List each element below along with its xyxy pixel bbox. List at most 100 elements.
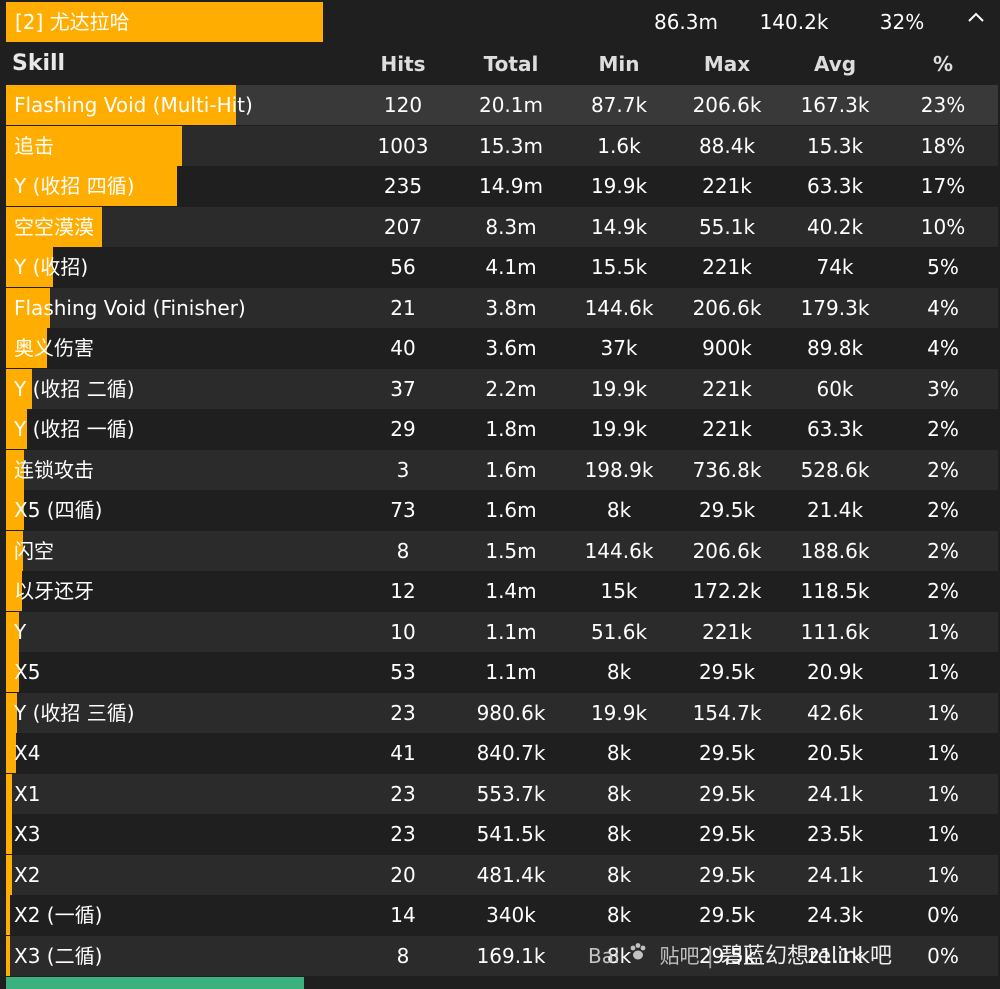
- next-player-row[interactable]: [6, 977, 998, 989]
- skill-share-bar: [6, 490, 24, 530]
- cell-max: 29.5k: [698, 862, 756, 887]
- header-min[interactable]: Min: [598, 52, 640, 76]
- header-avg[interactable]: Avg: [813, 52, 857, 76]
- cell-skill-name: X2: [14, 862, 41, 887]
- cell-skill-name: Flashing Void (Multi-Hit): [14, 93, 253, 117]
- cell-percent: 2%: [927, 498, 959, 522]
- cell-skill-name: 以牙还牙: [14, 579, 94, 603]
- player-share-bar: [6, 2, 324, 42]
- table-row[interactable]: X2 (一循) 14 340k 8k 29.5k 24.3k 0%: [6, 895, 998, 935]
- cell-avg: 167.3k: [800, 93, 870, 117]
- skill-share-bar: [6, 409, 27, 449]
- table-row[interactable]: 连锁攻击 3 1.6m 198.9k 736.8k 528.6k 2%: [6, 449, 998, 490]
- chevron-up-icon[interactable]: [964, 6, 988, 30]
- table-row[interactable]: X3 (二循) 8 169.1k 8k 29.5k 21.1k 0%: [6, 935, 998, 976]
- header-max[interactable]: Max: [703, 52, 751, 76]
- player-percent: 32%: [879, 10, 925, 34]
- cell-total: 1.5m: [485, 538, 537, 563]
- cell-percent: 4%: [927, 295, 959, 320]
- table-row[interactable]: Y (收招 一循) 29 1.8m 19.9k 221k 63.3k 2%: [6, 409, 998, 449]
- cell-hits: 23: [390, 781, 416, 806]
- cell-percent: 1%: [927, 700, 959, 725]
- table-row[interactable]: Y (收招 三循) 23 980.6k 19.9k 154.7k 42.6k 1%: [6, 692, 998, 733]
- cell-avg: 40.2k: [806, 214, 864, 239]
- cell-avg: 111.6k: [800, 619, 870, 644]
- skill-share-bar: [6, 814, 13, 854]
- cell-avg: 60k: [816, 376, 854, 401]
- paw-icon: [627, 937, 649, 977]
- cell-avg: 179.3k: [800, 295, 870, 320]
- cell-skill-name: Y: [14, 619, 27, 644]
- cell-min: 15k: [600, 579, 638, 603]
- table-row[interactable]: 奥义伤害 40 3.6m 37k 900k 89.8k 4%: [6, 328, 998, 368]
- cell-min: 19.9k: [590, 174, 648, 198]
- skill-share-bar: [6, 652, 19, 692]
- table-row[interactable]: X5 53 1.1m 8k 29.5k 20.9k 1%: [6, 652, 998, 692]
- cell-hits: 21: [390, 295, 416, 320]
- player-summary-row[interactable]: [2] 尤达拉哈 86.3m 140.2k 32%: [6, 2, 998, 42]
- table-row[interactable]: 空空漠漠 207 8.3m 14.9k 55.1k 40.2k 10%: [6, 206, 998, 247]
- table-row[interactable]: X3 23 541.5k 8k 29.5k 23.5k 1%: [6, 814, 998, 854]
- table-row[interactable]: Y (收招 四循) 235 14.9m 19.9k 221k 63.3k 17%: [6, 166, 998, 206]
- cell-avg: 89.8k: [806, 336, 864, 360]
- cell-min: 19.9k: [590, 376, 648, 401]
- skill-share-bar: [6, 611, 19, 652]
- header-skill[interactable]: Skill: [12, 51, 66, 76]
- table-row[interactable]: 闪空 8 1.5m 144.6k 206.6k 188.6k 2%: [6, 530, 998, 571]
- cell-total: 3.8m: [485, 295, 537, 320]
- cell-hits: 73: [390, 498, 416, 522]
- cell-total: 541.5k: [476, 822, 546, 846]
- table-row[interactable]: Y (收招) 56 4.1m 15.5k 221k 74k 5%: [6, 247, 998, 287]
- header-hits[interactable]: Hits: [380, 52, 426, 76]
- cell-hits: 8: [396, 538, 410, 563]
- cell-hits: 1003: [377, 133, 429, 158]
- cell-skill-name: 连锁攻击: [14, 457, 94, 482]
- cell-min: 8k: [606, 741, 632, 765]
- table-row[interactable]: Y (收招 二循) 37 2.2m 19.9k 221k 60k 3%: [6, 368, 998, 409]
- cell-min: 51.6k: [590, 619, 648, 644]
- cell-max: 206.6k: [692, 295, 762, 320]
- cell-min: 1.6k: [597, 133, 641, 158]
- table-row[interactable]: X4 41 840.7k 8k 29.5k 20.5k 1%: [6, 733, 998, 773]
- cell-skill-name: X2 (一循): [14, 903, 103, 927]
- cell-max: 221k: [702, 417, 752, 441]
- cell-min: 8k: [606, 660, 632, 684]
- cell-min: 8k: [606, 781, 632, 806]
- cell-total: 481.4k: [476, 862, 546, 887]
- skill-share-bar: [6, 854, 12, 895]
- cell-percent: 1%: [927, 619, 959, 644]
- cell-avg: 20.5k: [806, 741, 864, 765]
- header-total[interactable]: Total: [483, 52, 539, 76]
- cell-total: 4.1m: [485, 255, 537, 279]
- cell-percent: 23%: [920, 93, 966, 117]
- cell-skill-name: X5: [14, 660, 41, 684]
- skill-share-bar: [6, 125, 182, 166]
- cell-avg: 63.3k: [806, 174, 864, 198]
- cell-skill-name: 闪空: [14, 538, 54, 563]
- cell-skill-name: X1: [14, 781, 41, 806]
- table-row[interactable]: Flashing Void (Multi-Hit) 120 20.1m 87.7k 20…: [6, 85, 998, 125]
- cell-percent: 4%: [927, 336, 959, 360]
- skill-share-bar: [6, 449, 24, 490]
- cell-total: 1.1m: [485, 660, 537, 684]
- table-row[interactable]: X2 20 481.4k 8k 29.5k 24.1k 1%: [6, 854, 998, 895]
- table-row[interactable]: 追击 1003 15.3m 1.6k 88.4k 15.3k 18%: [6, 125, 998, 166]
- cell-percent: 0%: [927, 943, 959, 968]
- cell-avg: 15.3k: [806, 133, 864, 158]
- cell-hits: 41: [390, 741, 416, 765]
- player-total-damage: 86.3m: [653, 10, 718, 34]
- table-row[interactable]: Flashing Void (Finisher) 21 3.8m 144.6k 206.…: [6, 287, 998, 328]
- table-row[interactable]: X5 (四循) 73 1.6m 8k 29.5k 21.4k 2%: [6, 490, 998, 530]
- table-row[interactable]: 以牙还牙 12 1.4m 15k 172.2k 118.5k 2%: [6, 571, 998, 611]
- header-percent[interactable]: %: [932, 52, 954, 76]
- cell-total: 553.7k: [476, 781, 546, 806]
- cell-percent: 10%: [920, 214, 966, 239]
- cell-skill-name: X4: [14, 741, 41, 765]
- table-row[interactable]: Y 10 1.1m 51.6k 221k 111.6k 1%: [6, 611, 998, 652]
- cell-hits: 56: [390, 255, 416, 279]
- cell-max: 29.5k: [698, 741, 756, 765]
- cell-percent: 17%: [920, 174, 966, 198]
- table-row[interactable]: X1 23 553.7k 8k 29.5k 24.1k 1%: [6, 773, 998, 814]
- cell-avg: 74k: [816, 255, 854, 279]
- cell-hits: 37: [390, 376, 416, 401]
